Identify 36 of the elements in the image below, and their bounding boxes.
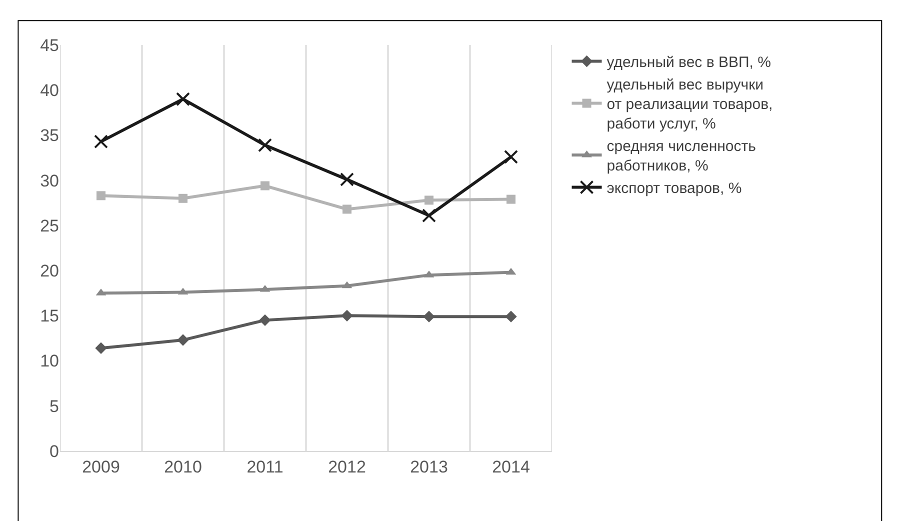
point — [178, 194, 188, 203]
y-tick-label: 10 — [40, 352, 59, 371]
y-tick-label: 35 — [40, 126, 59, 146]
point — [423, 310, 435, 322]
x-tick-label: 2013 — [410, 457, 448, 476]
x-tick-label: 2011 — [246, 457, 284, 476]
legend-label: удельный вес в ВВП, % — [606, 54, 771, 72]
point — [176, 92, 190, 106]
x-tick-label: 2009 — [82, 457, 120, 476]
y-tick-label: 0 — [50, 442, 59, 461]
y-tick-label: 30 — [40, 171, 59, 190]
point — [424, 196, 434, 205]
point — [340, 172, 354, 186]
y-tick-label: 5 — [50, 396, 59, 416]
y-tick-label: 25 — [40, 216, 59, 236]
point — [259, 314, 271, 326]
point — [95, 342, 107, 354]
y-tick-label: 15 — [40, 306, 59, 326]
y-tick-label: 45 — [40, 36, 59, 55]
point — [260, 181, 270, 190]
point — [422, 208, 436, 223]
point — [341, 310, 353, 322]
point — [94, 134, 108, 149]
x-tick-label: 2012 — [328, 457, 366, 476]
x-tick-label: 2010 — [164, 457, 202, 476]
point — [505, 310, 517, 322]
point — [506, 194, 516, 204]
y-tick-label: 40 — [40, 81, 59, 100]
point — [177, 334, 189, 346]
point — [342, 204, 352, 214]
y-tick-label: 20 — [40, 262, 59, 281]
x-tick-label: 2014 — [492, 457, 530, 476]
point — [96, 191, 106, 200]
point — [258, 138, 272, 152]
point — [504, 150, 518, 164]
legend-label: экспорт товаров, % — [606, 180, 742, 198]
